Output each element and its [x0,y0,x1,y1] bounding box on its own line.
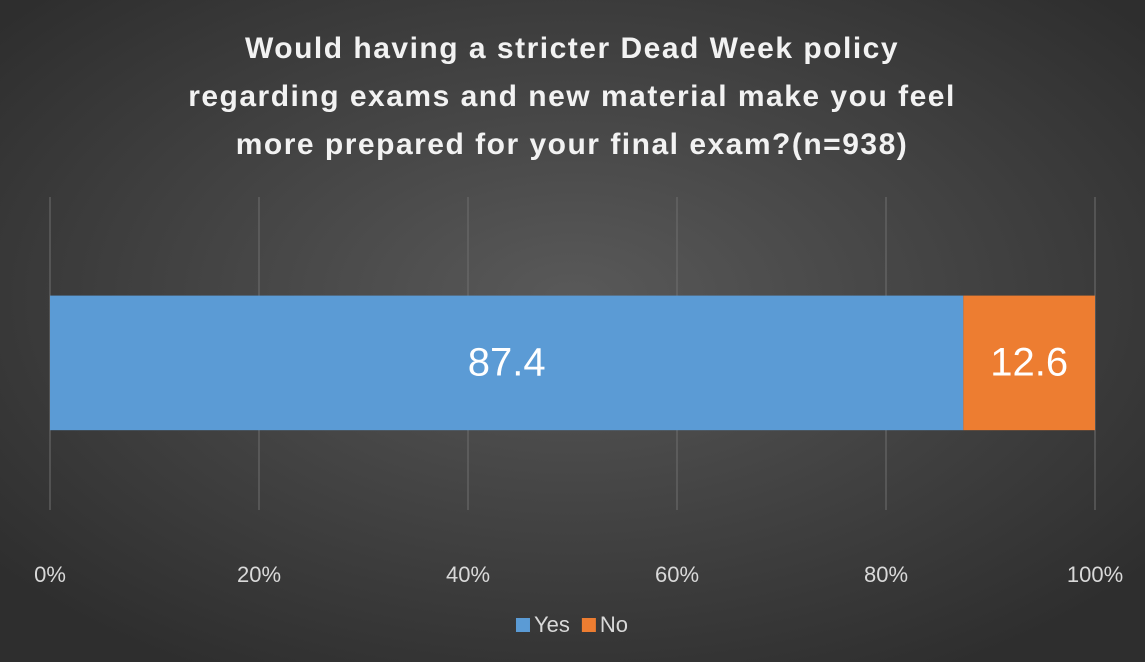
bar-segment [50,295,964,431]
x-tick-label: 0% [34,562,66,587]
bar-segment [963,295,1095,431]
x-tick-label: 40% [446,562,490,587]
data-label: 12.6 [990,340,1068,384]
data-label: 87.4 [468,340,546,384]
chart-title: Would having a stricter Dead Week policy [245,32,899,65]
legend-label: No [600,612,628,637]
x-tick-label: 100% [1067,562,1123,587]
chart-title: more prepared for your final exam?(n=938… [236,128,909,161]
x-tick-label: 80% [864,562,908,587]
legend-swatch [515,618,530,632]
chart-title: regarding exams and new material make yo… [188,80,956,113]
legend-label: Yes [534,612,570,637]
x-tick-label: 60% [655,562,699,587]
legend-swatch [581,618,596,632]
x-tick-label: 20% [237,562,281,587]
